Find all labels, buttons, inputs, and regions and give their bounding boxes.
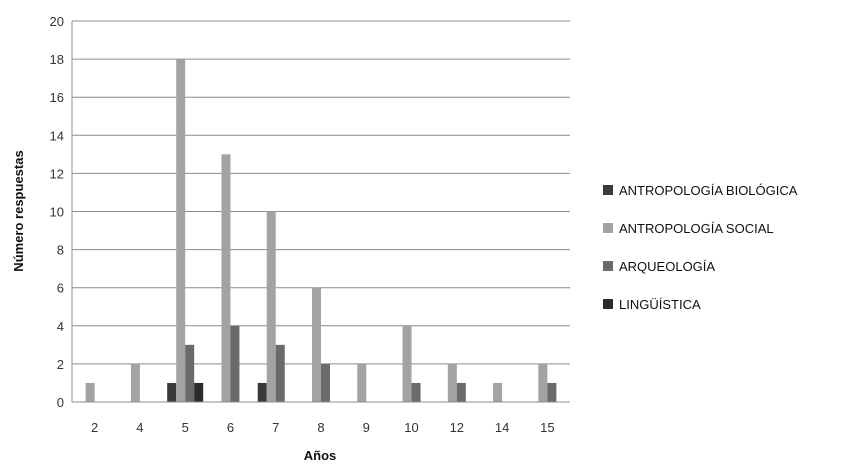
bar bbox=[547, 382, 557, 402]
bar bbox=[194, 382, 204, 402]
bar bbox=[257, 382, 267, 402]
x-tick-labels: 2 4 5 6 7 8 9 10 12 14 15 bbox=[91, 420, 555, 435]
legend-swatch bbox=[603, 223, 613, 233]
bar bbox=[321, 363, 330, 402]
y-axis-title: Número respuestas bbox=[11, 150, 26, 271]
y-tick-labels: 0 2 4 6 8 10 12 14 16 18 20 bbox=[50, 14, 64, 410]
bar bbox=[493, 382, 503, 402]
y-tick-label: 20 bbox=[50, 14, 64, 29]
y-tick-label: 2 bbox=[57, 357, 64, 372]
y-tick-label: 18 bbox=[50, 52, 64, 67]
legend-label: ANTROPOLOGÍA SOCIAL bbox=[619, 221, 774, 236]
axes bbox=[71, 21, 570, 403]
y-tick-label: 0 bbox=[57, 395, 64, 410]
x-tick-label: 5 bbox=[182, 420, 189, 435]
x-tick-label: 14 bbox=[495, 420, 509, 435]
bar bbox=[402, 325, 412, 402]
y-tick-label: 8 bbox=[57, 243, 64, 258]
x-tick-label: 9 bbox=[363, 420, 370, 435]
legend: ANTROPOLOGÍA BIOLÓGICA ANTROPOLOGÍA SOCIA… bbox=[603, 183, 798, 312]
bar bbox=[357, 363, 367, 402]
x-tick-label: 8 bbox=[317, 420, 324, 435]
bar bbox=[176, 59, 186, 402]
x-tick-label: 7 bbox=[272, 420, 279, 435]
x-tick-label: 12 bbox=[450, 420, 464, 435]
y-tick-label: 12 bbox=[50, 166, 64, 181]
legend-swatch bbox=[603, 185, 613, 195]
legend-swatch bbox=[603, 299, 613, 309]
bar bbox=[230, 325, 240, 402]
bar bbox=[538, 363, 548, 402]
x-tick-label: 4 bbox=[136, 420, 143, 435]
legend-label: ARQUEOLOGÍA bbox=[619, 259, 715, 274]
bar bbox=[130, 363, 140, 402]
y-tick-label: 16 bbox=[50, 90, 64, 105]
y-tick-label: 10 bbox=[50, 205, 64, 220]
bar bbox=[447, 363, 457, 402]
x-tick-label: 10 bbox=[404, 420, 418, 435]
x-tick-label: 15 bbox=[540, 420, 554, 435]
bar bbox=[221, 154, 231, 402]
legend-swatch bbox=[603, 261, 613, 271]
x-tick-label: 2 bbox=[91, 420, 98, 435]
bar bbox=[185, 344, 195, 402]
bar bbox=[411, 382, 421, 402]
bar bbox=[266, 211, 276, 402]
y-tick-label: 4 bbox=[57, 319, 64, 334]
bar bbox=[167, 382, 177, 402]
y-tick-label: 6 bbox=[57, 281, 64, 296]
bar bbox=[85, 382, 95, 402]
legend-label: ANTROPOLOGÍA BIOLÓGICA bbox=[619, 183, 798, 198]
legend-label: LINGÜÍSTICA bbox=[619, 297, 701, 312]
bars bbox=[85, 59, 557, 402]
bar bbox=[312, 287, 321, 402]
gridlines bbox=[72, 20, 570, 365]
y-tick-label: 14 bbox=[50, 128, 64, 143]
bar bbox=[275, 344, 285, 402]
bar bbox=[456, 382, 466, 402]
x-tick-label: 6 bbox=[227, 420, 234, 435]
x-axis-title: Años bbox=[304, 448, 337, 463]
